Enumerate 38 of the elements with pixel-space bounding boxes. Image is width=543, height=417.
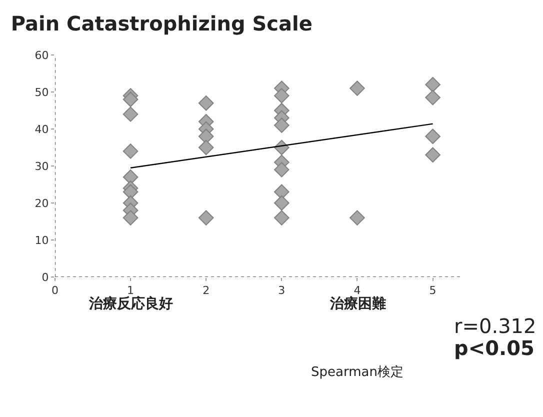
point bbox=[198, 95, 214, 111]
y-tick-label: 30 bbox=[34, 160, 49, 173]
point bbox=[350, 210, 365, 226]
x-tick-label: 4 bbox=[354, 284, 361, 298]
text: r=0.312 bbox=[454, 314, 536, 338]
point bbox=[274, 118, 290, 133]
x-tick-label: 1 bbox=[127, 284, 134, 298]
text: 治療反応良好 bbox=[88, 295, 173, 312]
chart-title: Pain Catastrophizing Scale bbox=[10, 12, 312, 36]
point bbox=[274, 195, 290, 211]
y-tick-label: 50 bbox=[34, 86, 49, 99]
point bbox=[425, 147, 440, 163]
point bbox=[122, 92, 138, 108]
x-tick-label: 0 bbox=[52, 284, 58, 298]
point bbox=[122, 144, 138, 159]
point bbox=[122, 106, 138, 122]
y-tick-label: 20 bbox=[34, 196, 49, 210]
point bbox=[122, 210, 138, 226]
y-tick-label: 10 bbox=[34, 234, 49, 247]
x-tick-label: 2 bbox=[202, 284, 210, 298]
point bbox=[122, 169, 138, 185]
point bbox=[274, 210, 290, 226]
point bbox=[350, 80, 365, 96]
point bbox=[198, 210, 214, 226]
point bbox=[274, 88, 290, 104]
text: p<0.05 bbox=[454, 336, 534, 360]
x-tick-label: 5 bbox=[429, 284, 436, 298]
point bbox=[425, 90, 440, 106]
point bbox=[425, 76, 440, 92]
text: 治療困難 bbox=[329, 295, 386, 312]
point bbox=[274, 162, 290, 178]
point bbox=[425, 128, 440, 144]
y-tick-label: 60 bbox=[34, 48, 49, 62]
text: Spearman検定 bbox=[311, 365, 404, 380]
x-tick-label: 3 bbox=[278, 284, 286, 298]
y-tick-label: 40 bbox=[34, 122, 49, 136]
y-tick-label: 0 bbox=[42, 270, 49, 284]
point bbox=[198, 140, 214, 156]
